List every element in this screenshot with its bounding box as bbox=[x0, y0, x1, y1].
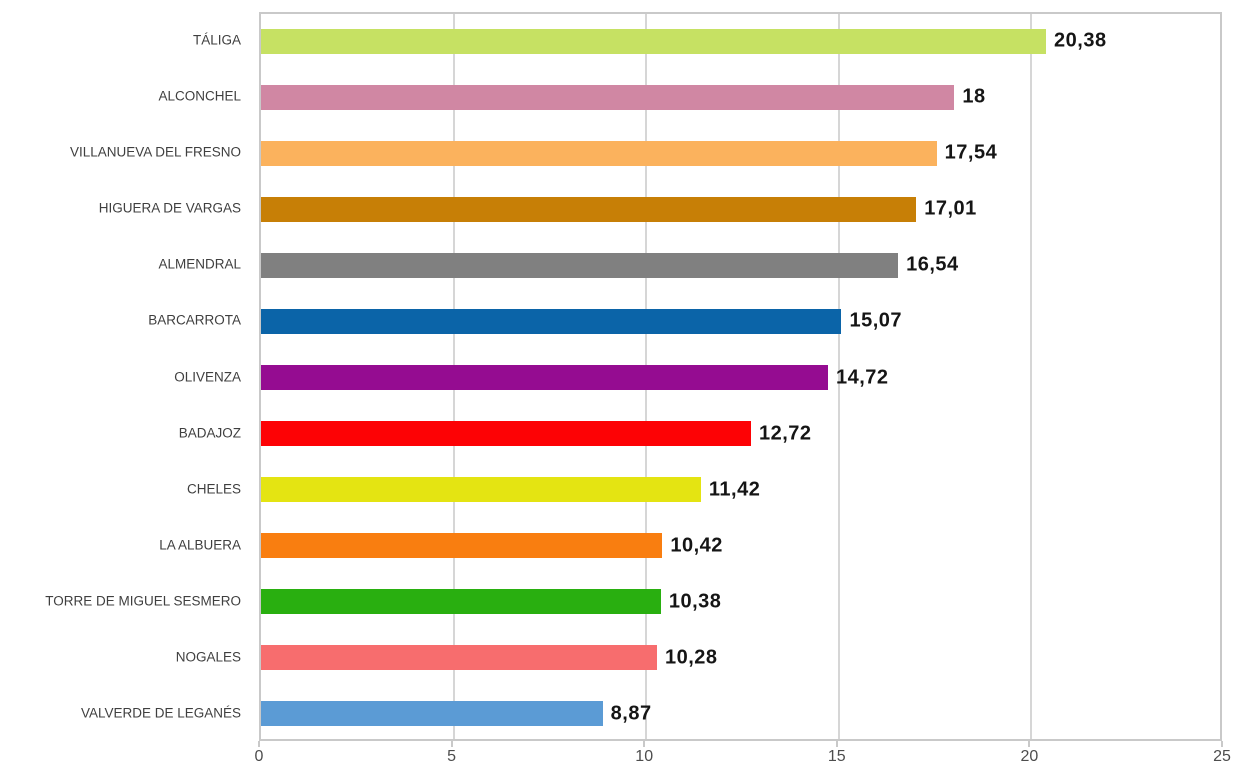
bar-value-label: 10,38 bbox=[668, 590, 722, 613]
bar-value-label: 14,72 bbox=[836, 366, 889, 388]
bar bbox=[261, 701, 603, 727]
bar bbox=[261, 196, 917, 222]
bar-value-label: 12,72 bbox=[758, 422, 812, 445]
category-label: TÁLIGA bbox=[192, 32, 241, 48]
bar bbox=[261, 645, 657, 671]
gridline bbox=[837, 14, 840, 739]
bar-row: 16,54 bbox=[261, 252, 1220, 278]
bar bbox=[261, 533, 663, 559]
category-axis: TÁLIGA ALCONCHEL VILLANUEVA DEL FRESNO HIGU… bbox=[0, 12, 250, 741]
bar bbox=[261, 365, 828, 390]
x-tick-mark bbox=[1221, 741, 1223, 747]
category-label: ALMENDRAL bbox=[158, 256, 241, 272]
bar-row: 11,42 bbox=[261, 477, 1220, 503]
gridline bbox=[1030, 14, 1033, 739]
category-label: VILLANUEVA DEL FRESNO bbox=[69, 144, 241, 160]
bar bbox=[261, 140, 937, 166]
category-label: NOGALES bbox=[175, 649, 241, 665]
bar-value-label: 20,38 bbox=[1054, 29, 1107, 52]
category-label: ALCONCHEL bbox=[158, 88, 241, 104]
bar-row: 14,72 bbox=[261, 365, 1220, 390]
bar-value-label: 11,42 bbox=[708, 478, 761, 501]
plot-area: 20,38 18 17,54 17,01 16,54 15,07 14,72 12,72 11,… bbox=[259, 12, 1222, 741]
category-label: BARCARROTA bbox=[148, 312, 241, 328]
x-tick-mark bbox=[258, 741, 260, 747]
bar-row: 17,01 bbox=[261, 196, 1220, 222]
category-label: HIGUERA DE VARGAS bbox=[98, 200, 241, 216]
x-tick-mark bbox=[835, 741, 838, 747]
bar-row: 10,28 bbox=[261, 645, 1220, 671]
x-tick-mark bbox=[1028, 741, 1031, 747]
bar-row: 18 bbox=[261, 84, 1220, 110]
bar bbox=[261, 252, 899, 278]
bar-value-label: 15,07 bbox=[849, 309, 903, 332]
x-tick-label: 15 bbox=[827, 748, 846, 765]
x-tick-label: 0 bbox=[254, 748, 264, 765]
bar bbox=[261, 84, 955, 110]
bar-value-label: 16,54 bbox=[906, 253, 959, 276]
bar-value-label: 17,01 bbox=[924, 197, 977, 220]
bar-row: 20,38 bbox=[261, 28, 1220, 54]
x-tick-label: 20 bbox=[1020, 748, 1039, 765]
category-label: LA ALBUERA bbox=[159, 537, 241, 553]
x-tick-mark bbox=[450, 741, 453, 747]
category-label: VALVERDE DE LEGANÉS bbox=[80, 705, 241, 721]
bar bbox=[261, 477, 701, 503]
bar-value-label: 10,28 bbox=[664, 646, 718, 669]
bar-value-label: 17,54 bbox=[944, 141, 998, 164]
bar bbox=[261, 308, 842, 334]
bar-value-label: 8,87 bbox=[610, 702, 652, 725]
x-tick-mark bbox=[643, 741, 646, 747]
bar-row: 15,07 bbox=[261, 308, 1220, 334]
bar-row: 17,54 bbox=[261, 140, 1220, 166]
category-label: OLIVENZA bbox=[174, 369, 241, 384]
x-tick-label: 10 bbox=[635, 748, 654, 765]
bar bbox=[261, 28, 1047, 54]
category-label: TORRE DE MIGUEL SESMERO bbox=[45, 593, 241, 609]
bar bbox=[261, 589, 661, 615]
bar-row: 10,42 bbox=[261, 533, 1220, 559]
x-tick-label: 25 bbox=[1213, 748, 1231, 765]
category-label: BADAJOZ bbox=[178, 425, 241, 441]
category-label: CHELES bbox=[186, 481, 241, 497]
bar-row: 8,87 bbox=[261, 701, 1220, 727]
bar bbox=[261, 421, 751, 447]
x-tick-label: 5 bbox=[447, 748, 457, 765]
bar-value-label: 18 bbox=[962, 85, 986, 108]
bar-row: 12,72 bbox=[261, 421, 1220, 447]
bar-row: 10,38 bbox=[261, 589, 1220, 615]
bar-value-label: 10,42 bbox=[670, 534, 723, 557]
